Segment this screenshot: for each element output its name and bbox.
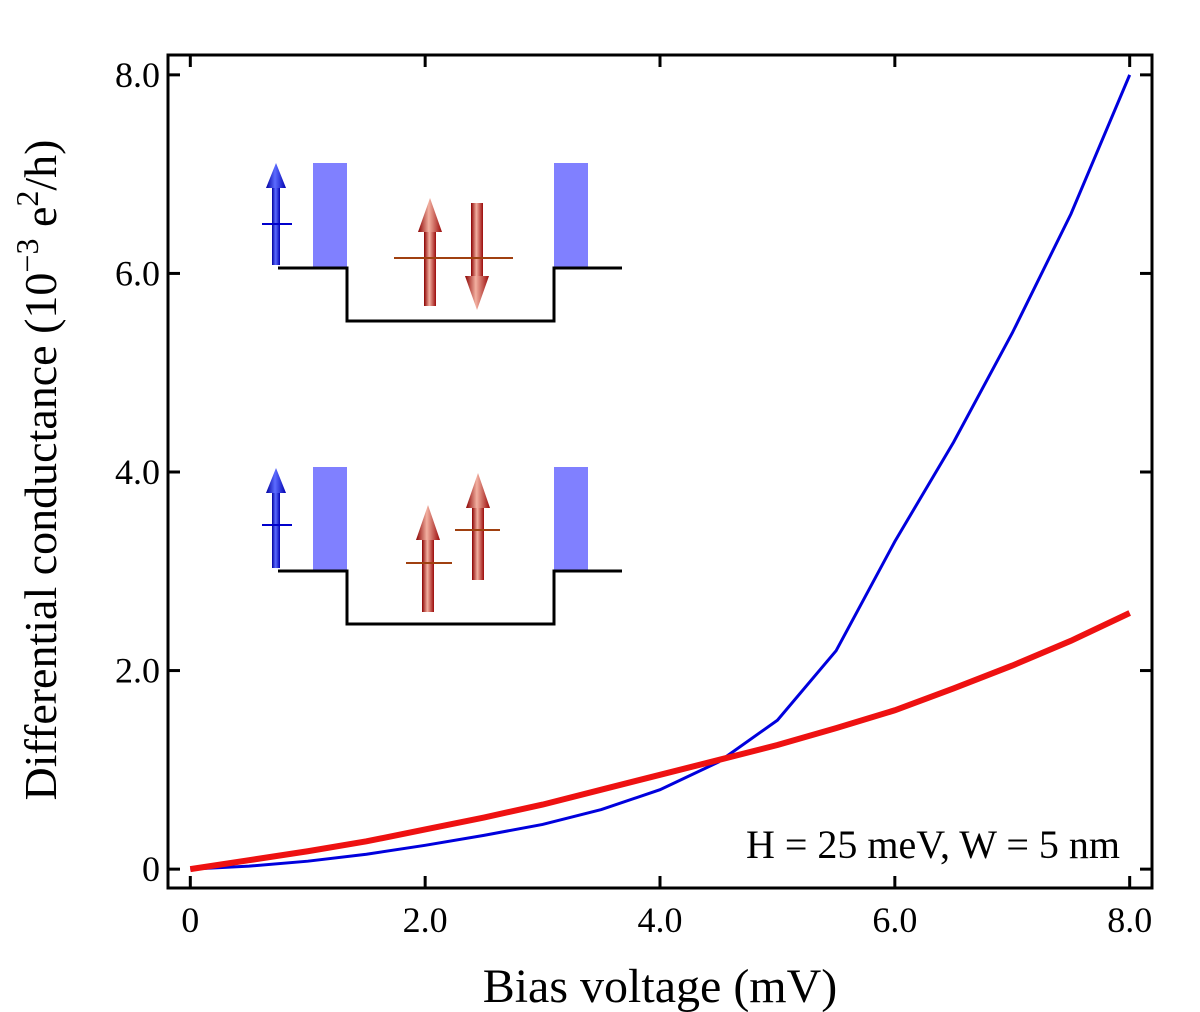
series-line <box>190 74 1132 871</box>
y-label-part: Differential conductance (10 <box>15 273 66 801</box>
x-tick-label: 0 <box>181 900 199 940</box>
y-tick-label: 0 <box>142 849 160 889</box>
diagram-upper <box>262 163 622 323</box>
diagram-lower <box>262 467 622 626</box>
y-tick-label: 6.0 <box>115 253 160 293</box>
y-label-sup: −3 <box>9 239 45 273</box>
inset-diagrams <box>262 163 622 626</box>
x-tick-label: 4.0 <box>638 900 683 940</box>
y-tick-label: 4.0 <box>115 452 160 492</box>
y-label-sup: 2 <box>9 191 45 207</box>
x-tick-label: 2.0 <box>403 900 448 940</box>
annotation: H = 25 meV, W = 5 nm <box>746 822 1120 867</box>
x-tick-label: 8.0 <box>1107 900 1152 940</box>
x-tick-label: 6.0 <box>872 900 917 940</box>
series-line <box>189 610 1131 873</box>
y-tick-label: 8.0 <box>115 55 160 95</box>
y-label-part: /h) <box>15 140 66 191</box>
x-axis-label: Bias voltage (mV) <box>483 960 838 1012</box>
y-label-part: e <box>15 207 66 239</box>
y-axis-label: Differential conductance (10−3 e2/h) <box>9 140 66 801</box>
y-tick-label: 2.0 <box>115 651 160 691</box>
